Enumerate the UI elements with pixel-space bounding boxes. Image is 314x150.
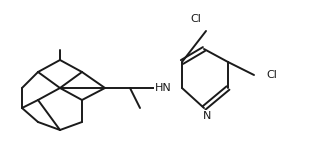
Text: HN: HN [154,83,171,93]
Text: N: N [203,111,211,121]
Text: Cl: Cl [191,14,202,24]
Text: Cl: Cl [266,70,277,80]
